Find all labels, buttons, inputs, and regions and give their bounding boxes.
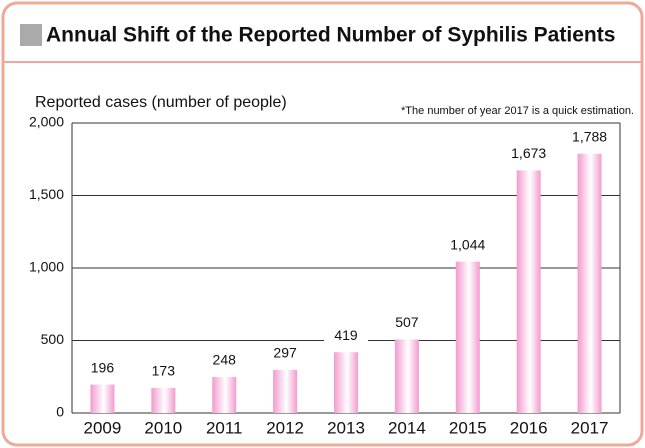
x-tick-label: 2016 — [510, 418, 548, 437]
value-label: 1,044 — [450, 236, 485, 252]
bar — [334, 352, 358, 413]
y-tick-label: 0 — [56, 404, 64, 420]
bar — [394, 339, 419, 413]
value-label-bg — [263, 345, 308, 362]
value-label: 173 — [152, 363, 176, 379]
value-label-bg — [141, 363, 186, 380]
y-tick-label: 500 — [41, 331, 65, 347]
bar — [151, 387, 176, 413]
value-label: 297 — [273, 345, 297, 361]
bar — [273, 369, 298, 413]
value-label-bg — [506, 146, 551, 163]
x-tick-label: 2015 — [449, 418, 487, 437]
value-label-bg — [324, 328, 368, 345]
chart-title: Annual Shift of the Reported Number of S… — [46, 24, 615, 47]
value-label-bg — [80, 360, 125, 377]
x-tick-label: 2014 — [388, 418, 426, 437]
bar — [577, 153, 602, 414]
bar — [90, 384, 115, 413]
y-axis-title: Reported cases (number of people) — [35, 94, 287, 111]
x-tick-label: 2010 — [144, 418, 182, 437]
title-icon — [20, 24, 42, 46]
value-label-bg — [202, 353, 247, 370]
note: *The number of year 2017 is a quick esti… — [401, 105, 634, 117]
x-tick-label: 2009 — [84, 418, 122, 437]
value-label-bg — [384, 315, 429, 332]
bar — [516, 170, 541, 413]
value-label: 248 — [213, 352, 237, 368]
x-tick-label: 2012 — [266, 418, 304, 437]
bar — [212, 377, 237, 413]
value-label: 507 — [395, 314, 419, 330]
value-label: 1,673 — [511, 145, 546, 161]
x-tick-label: 2011 — [206, 418, 243, 437]
value-label: 196 — [91, 359, 115, 375]
y-tick-label: 1,000 — [29, 259, 64, 275]
y-tick-label: 1,500 — [29, 186, 64, 202]
value-label-bg — [567, 129, 612, 146]
bar — [455, 261, 480, 413]
value-label: 419 — [334, 327, 358, 343]
value-label: 1,788 — [572, 128, 607, 144]
x-tick-label: 2013 — [327, 418, 365, 437]
x-tick-label: 2017 — [571, 418, 609, 437]
y-tick-label: 2,000 — [29, 114, 64, 130]
value-label-bg — [445, 237, 490, 254]
